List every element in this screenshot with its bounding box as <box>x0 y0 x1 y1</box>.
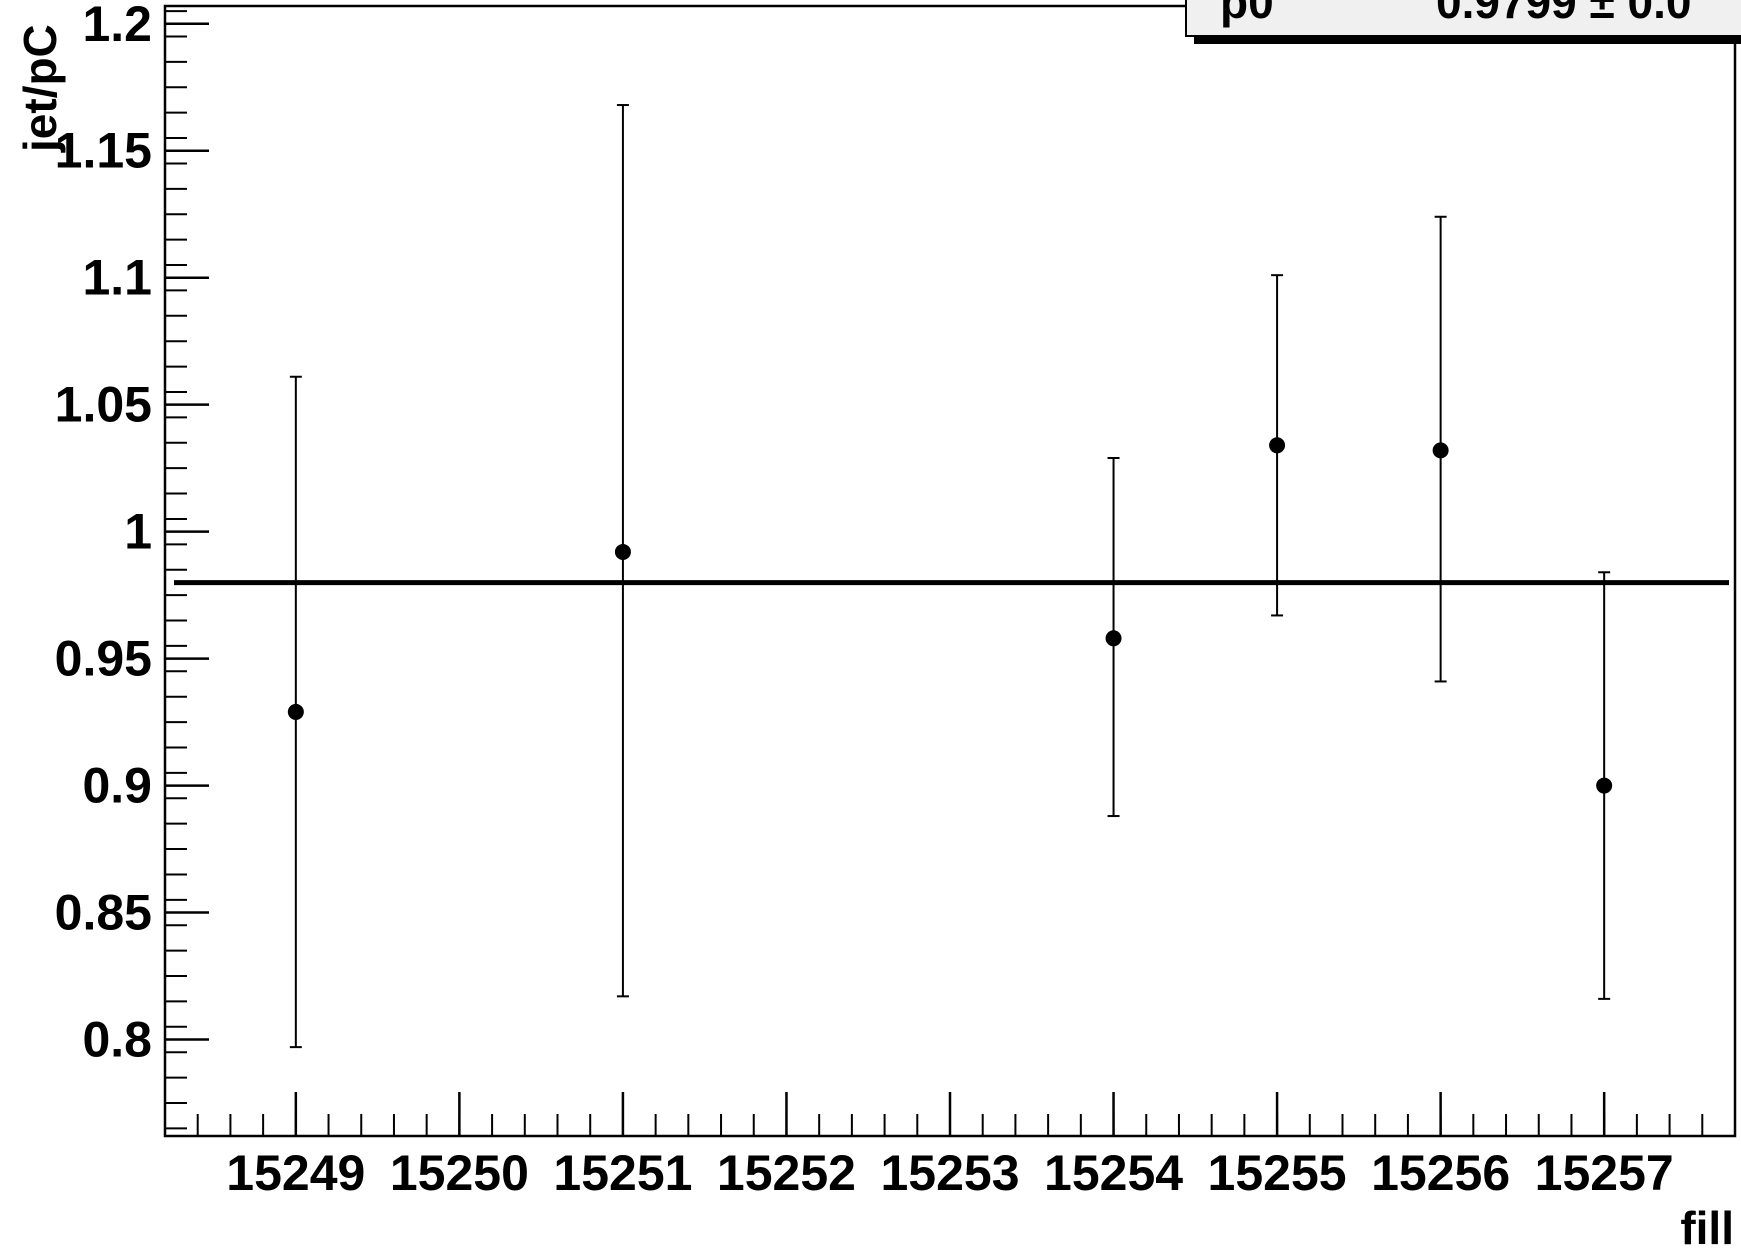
data-point <box>1269 274 1286 617</box>
x-tick-label: 15250 <box>390 1145 529 1201</box>
y-tick-label: 1.2 <box>82 0 152 52</box>
y-tick-label: 0.9 <box>82 758 152 814</box>
stats-box: p0 0.9799 ± 0.0 <box>1185 0 1741 44</box>
x-tick-label: 15256 <box>1371 1145 1510 1201</box>
plot-frame <box>163 4 1737 1138</box>
y-tick-label: 1.05 <box>55 377 152 433</box>
x-tick-label: 15249 <box>226 1145 365 1201</box>
x-tick-label: 15253 <box>880 1145 1019 1201</box>
x-axis-ticks: 15249 15250 15251 15252 15253 15254 15255 15256… <box>226 1092 1674 1201</box>
data-marker <box>1269 437 1286 454</box>
x-tick-label: 15251 <box>553 1145 692 1201</box>
stats-box-frame <box>1185 0 1741 37</box>
y-tick-label: 1.1 <box>82 250 152 306</box>
y-tick-label: 0.85 <box>55 885 152 941</box>
data-marker <box>287 703 304 720</box>
x-tick-label: 15254 <box>1044 1145 1183 1201</box>
stats-param-value: 0.9799 ± 0.0 <box>1436 0 1691 28</box>
data-points <box>287 104 1613 1049</box>
data-point <box>287 375 304 1049</box>
y-axis-title: jet/pC <box>14 24 66 153</box>
data-point <box>1105 457 1122 818</box>
x-tick-label: 15257 <box>1535 1145 1674 1201</box>
x-axis-title: fill <box>1680 1202 1734 1254</box>
data-point <box>1596 571 1613 1000</box>
data-point <box>1432 215 1449 683</box>
stats-param-label: p0 <box>1220 0 1274 28</box>
y-tick-label: 0.8 <box>82 1012 152 1068</box>
data-marker <box>1596 777 1613 794</box>
y-minor-ticks <box>165 10 187 1130</box>
y-tick-label: 1.15 <box>55 123 152 179</box>
y-tick-label: 1 <box>124 504 152 560</box>
data-marker <box>1432 442 1449 459</box>
data-marker <box>1105 630 1122 647</box>
x-tick-label: 15252 <box>717 1145 856 1201</box>
data-marker <box>614 543 631 560</box>
y-axis-ticks: 0.8 0.85 0.9 0.95 1 1.05 1.1 1.15 1.2 <box>55 0 209 1068</box>
data-point <box>614 104 631 998</box>
y-tick-label: 0.95 <box>55 631 152 687</box>
x-tick-label: 15255 <box>1208 1145 1347 1201</box>
